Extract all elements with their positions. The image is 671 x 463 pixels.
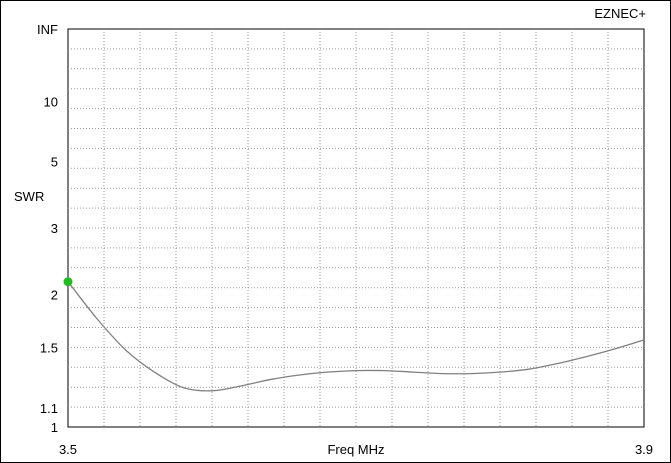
y-tick-label: INF <box>37 22 58 37</box>
grid-lines <box>68 29 644 427</box>
x-tick-labels: 3.5 3.9 <box>59 442 653 457</box>
x-axis-label: Freq MHz <box>327 442 384 457</box>
x-tick-label: 3.9 <box>635 442 653 457</box>
y-tick-label: 10 <box>44 94 58 109</box>
y-tick-label: 1.5 <box>40 340 58 355</box>
brand-label: EZNEC+ <box>594 6 646 21</box>
start-marker <box>63 277 73 287</box>
y-tick-labels: 1 1.1 1.5 2 3 5 10 INF <box>37 22 58 435</box>
y-tick-label: 2 <box>51 287 58 302</box>
y-tick-label: 1 <box>51 420 58 435</box>
y-tick-label: 1.1 <box>40 401 58 416</box>
x-tick-label: 3.5 <box>59 442 77 457</box>
y-tick-label: 3 <box>51 221 58 236</box>
y-tick-label: 5 <box>51 155 58 170</box>
y-axis-label: SWR <box>14 189 44 204</box>
swr-series-line <box>67 281 645 392</box>
